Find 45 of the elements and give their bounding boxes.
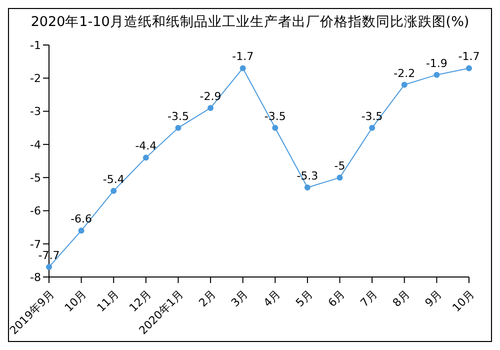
x-tick-label: 4月 bbox=[261, 288, 283, 310]
point bbox=[46, 264, 52, 270]
x-tick-label: 5月 bbox=[293, 288, 316, 310]
data-label: -3.5 bbox=[167, 110, 189, 123]
y-tick-label: -2 bbox=[30, 72, 41, 86]
point bbox=[175, 124, 182, 131]
y-tick-label: -1 bbox=[30, 38, 41, 52]
x-tick-label: 10月 bbox=[62, 288, 90, 314]
data-label: -5 bbox=[334, 160, 346, 173]
point bbox=[401, 82, 408, 88]
point bbox=[110, 188, 117, 194]
point bbox=[272, 124, 278, 131]
point bbox=[142, 154, 149, 161]
point bbox=[369, 124, 376, 131]
data-label: -1.7 bbox=[232, 50, 254, 64]
x-tick-label: 12月 bbox=[126, 288, 154, 314]
point bbox=[336, 174, 343, 181]
chart-title: 2020年1-10月造纸和纸制品业工业生产者出厂价格指数同比涨跌图(%) bbox=[30, 13, 470, 31]
y-tick-label: -3 bbox=[30, 105, 41, 118]
data-label: -2.2 bbox=[394, 66, 416, 80]
y-tick-label: -5 bbox=[30, 171, 41, 184]
x-tick-label: 7月 bbox=[358, 288, 380, 310]
data-label: -5.4 bbox=[102, 172, 124, 186]
data-label: -1.7 bbox=[458, 50, 480, 64]
data-label: -6.6 bbox=[70, 212, 92, 226]
point bbox=[208, 104, 214, 111]
x-tick-label: 8月 bbox=[390, 288, 412, 310]
y-tick-label: -4 bbox=[30, 138, 41, 152]
point bbox=[466, 65, 472, 72]
data-label: -2.9 bbox=[200, 90, 222, 103]
point bbox=[240, 65, 246, 72]
point bbox=[304, 184, 310, 191]
y-tick-label: -6 bbox=[30, 204, 41, 218]
point bbox=[78, 228, 84, 234]
x-tick-label: 2月 bbox=[196, 288, 218, 310]
x-tick-label: 11月 bbox=[94, 288, 122, 314]
x-tick-label: 3月 bbox=[228, 288, 251, 310]
y-tick-label: -8 bbox=[30, 270, 41, 284]
y-tick-label: -7 bbox=[30, 238, 41, 251]
x-tick-label: 6月 bbox=[326, 288, 348, 310]
data-label: -4.4 bbox=[135, 140, 157, 153]
data-label: -1.9 bbox=[426, 56, 448, 70]
x-tick-label: 10月 bbox=[450, 288, 477, 314]
point bbox=[434, 72, 440, 78]
x-tick-label: 9月 bbox=[422, 288, 444, 310]
